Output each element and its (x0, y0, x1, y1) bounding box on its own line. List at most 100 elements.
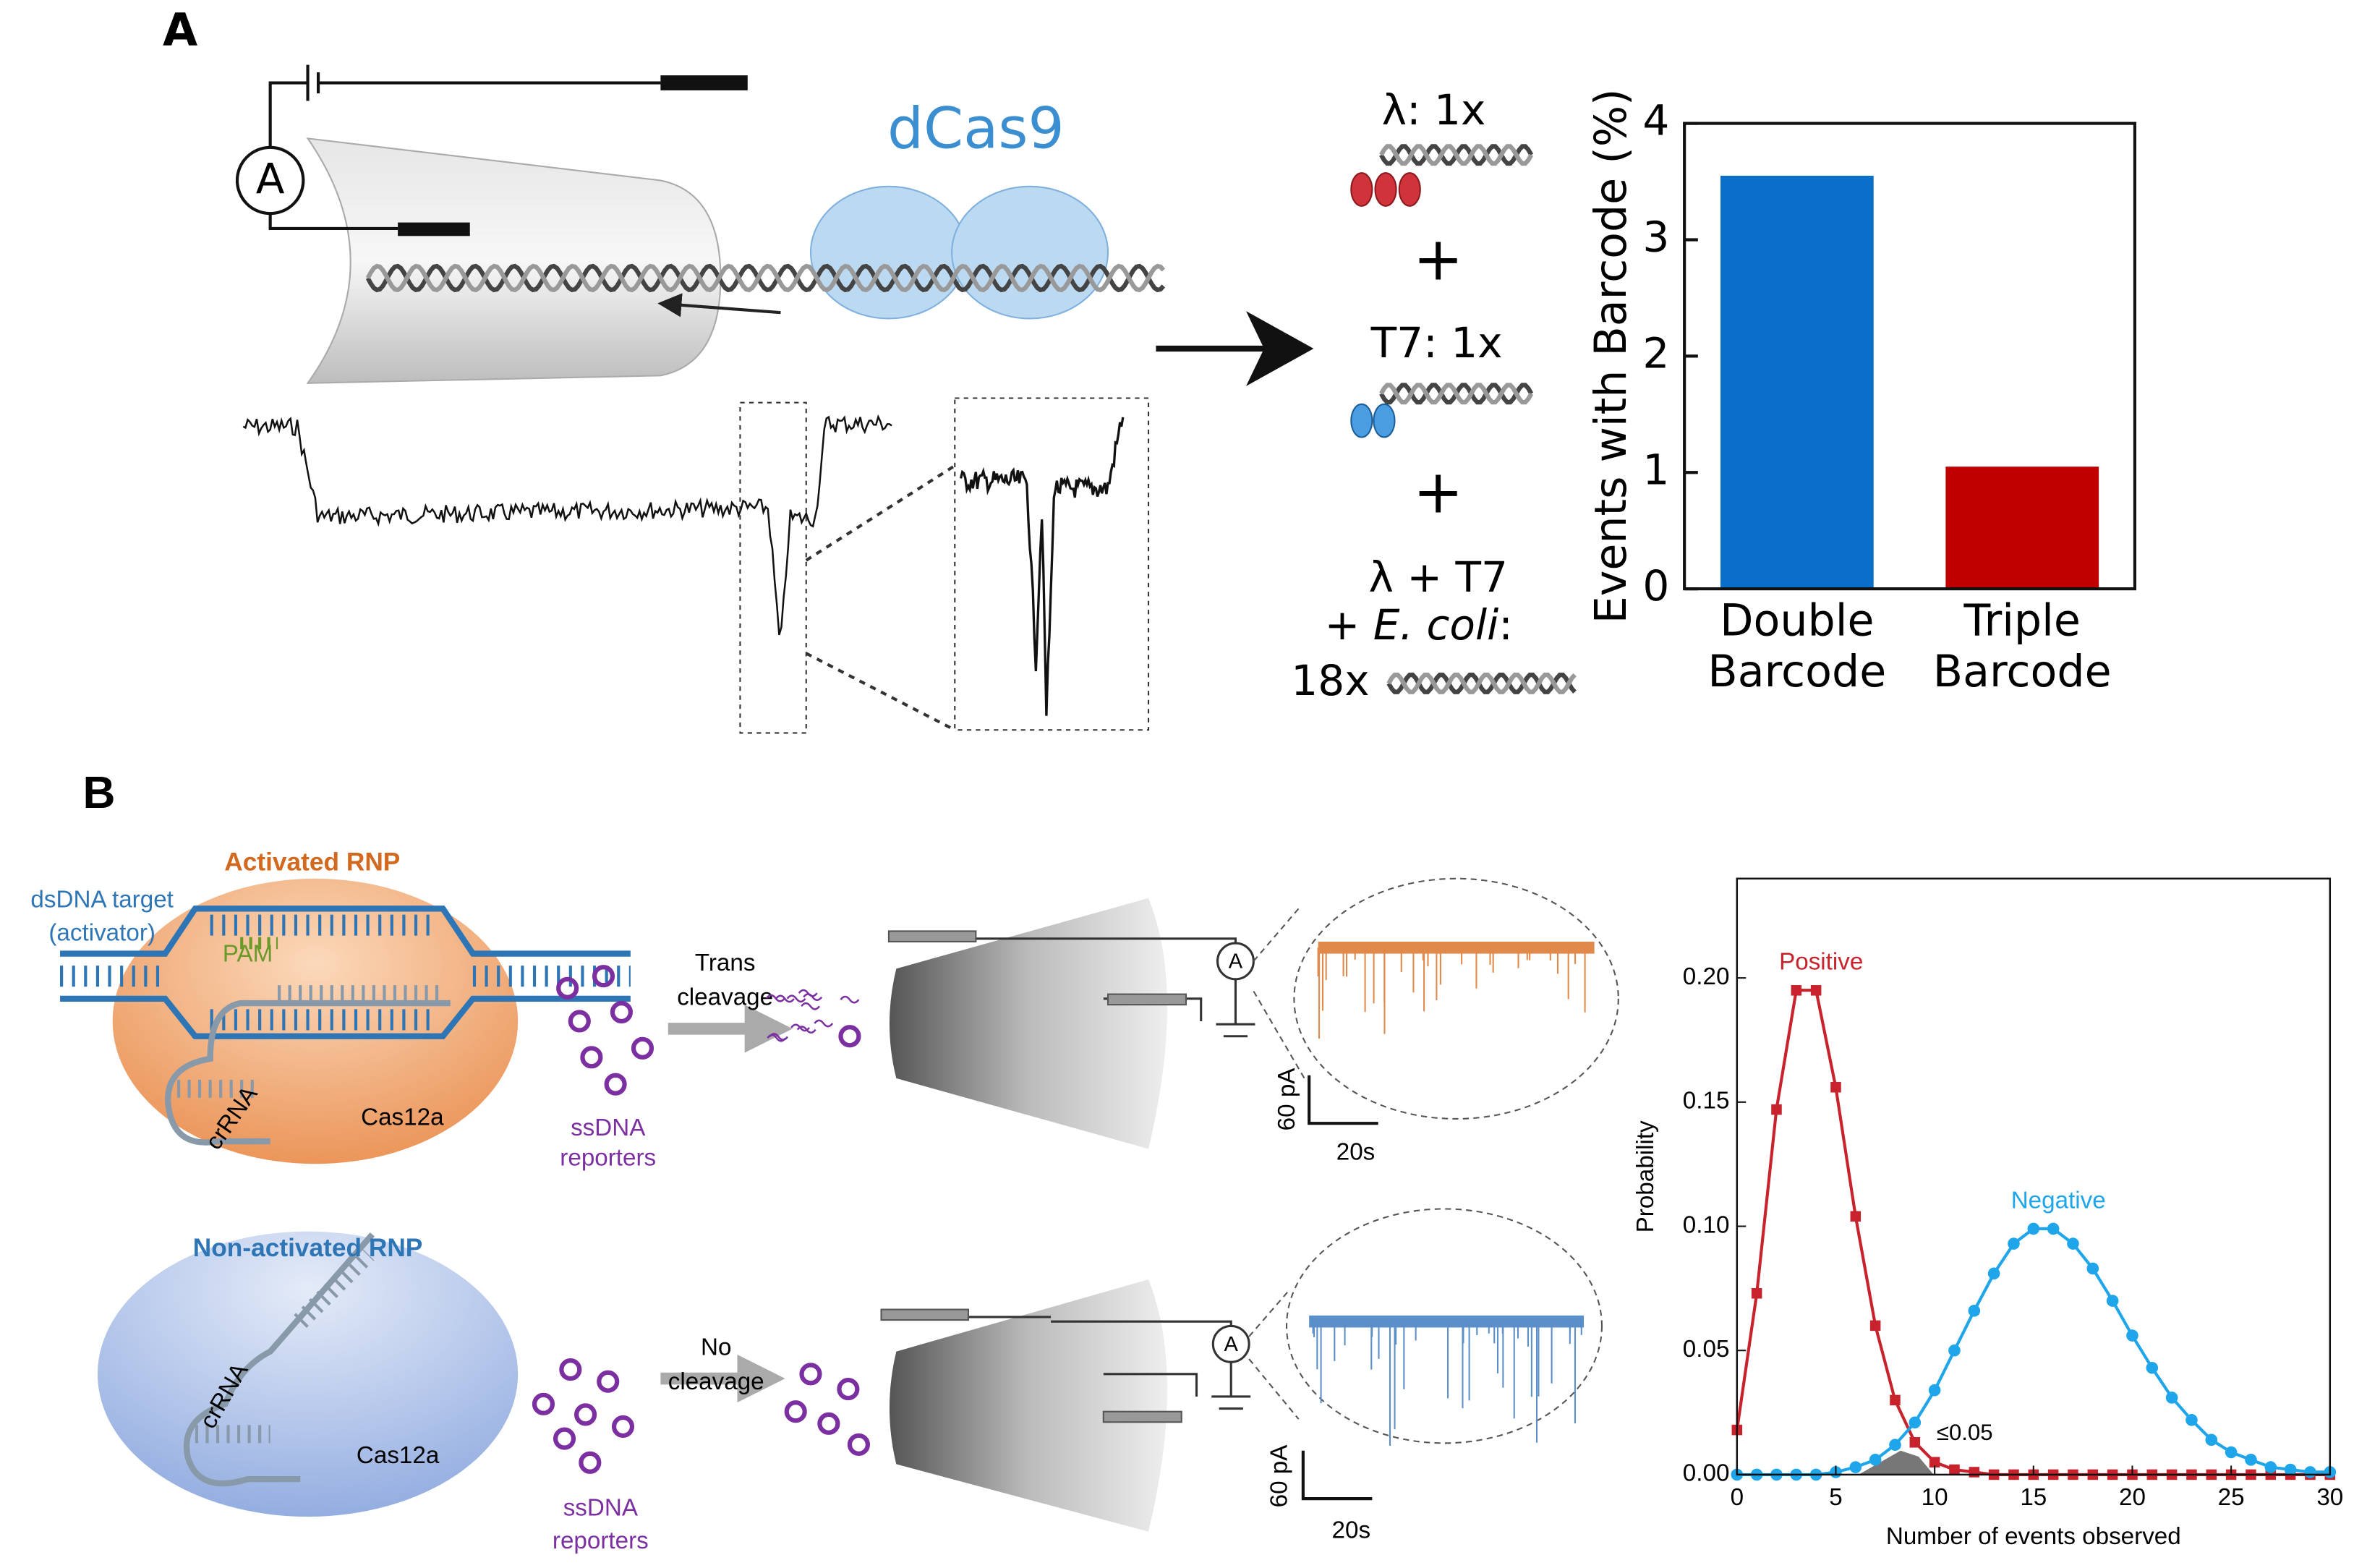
mix-label: + E. coli: (1325, 600, 1513, 649)
current-trace-zoom (959, 417, 1125, 716)
point (2205, 1433, 2218, 1446)
point (1869, 1454, 1882, 1466)
y-tick-label: 1 (1642, 445, 1669, 494)
point (2146, 1361, 2159, 1374)
rnp-title: Non-activated RNP (193, 1234, 423, 1262)
electrode (398, 222, 470, 237)
nanopore (306, 137, 722, 384)
point (1968, 1304, 1981, 1317)
electrode (880, 1308, 969, 1321)
rnp (97, 1231, 519, 1517)
barcode (1350, 403, 1373, 438)
barcode (1373, 403, 1396, 438)
point (1969, 1467, 1980, 1478)
process-label: Trans (695, 950, 756, 976)
text: : (1498, 600, 1513, 649)
target-label: (activator) (48, 919, 155, 946)
barcode (1350, 172, 1373, 207)
point (2086, 1262, 2099, 1275)
zoom-connector (805, 464, 956, 732)
scale-label: 60 pA (1274, 1068, 1300, 1131)
fragment (840, 995, 860, 1004)
dcas9-protein (809, 185, 968, 320)
electrode (887, 930, 977, 943)
ammeter (1211, 1324, 1250, 1363)
x-tick-label: 10 (1922, 1484, 1948, 1511)
point (2047, 1222, 2060, 1235)
battery (1211, 1395, 1251, 1410)
text: + (1325, 600, 1373, 649)
dna-strand (365, 263, 1166, 293)
point (2008, 1237, 2020, 1250)
ammeter-label: A (256, 155, 285, 204)
rnp (112, 878, 519, 1164)
mix-label: + (1413, 224, 1464, 294)
point (1771, 1104, 1782, 1115)
scale-label: 20s (1336, 1138, 1376, 1165)
fragment (814, 1019, 834, 1028)
cleaved-fragments (766, 989, 860, 1042)
y-tick-label: 0 (1642, 561, 1669, 610)
point (2027, 1222, 2040, 1235)
point (1909, 1437, 1921, 1448)
point (2067, 1237, 2079, 1250)
ammeter-label: A (1224, 1333, 1239, 1356)
overlap-area (1858, 1450, 1934, 1475)
crrna-rungs (176, 985, 443, 1098)
y-axis-label: Probability (1632, 1120, 1659, 1232)
zoom-connector (1253, 908, 1307, 1082)
point (1987, 1267, 2000, 1280)
y-tick-label: 0.05 (1683, 1336, 1730, 1363)
x-tick-label: 15 (2020, 1484, 2047, 1511)
mix-label: λ + T7 (1368, 553, 1508, 602)
electrode (660, 75, 748, 90)
current-trace (1309, 1315, 1585, 1446)
x-tick-label: Double Barcode (1707, 595, 1887, 697)
crrna-strand (165, 1000, 451, 1146)
point (2126, 1329, 2138, 1342)
scale-label: 60 pA (1266, 1444, 1293, 1508)
protein-label: dCas9 (887, 95, 1065, 162)
x-tick-label-box: Triple Barcode (1932, 595, 2112, 697)
zoom-connector (1248, 1290, 1300, 1420)
zoom-ellipse (1293, 877, 1619, 1120)
fragment (798, 989, 818, 997)
point (2264, 1461, 2277, 1473)
x-axis-label: Number of events observed (1886, 1523, 2181, 1550)
point (1849, 1461, 1862, 1473)
ammeter-label: A (1229, 950, 1243, 973)
annotation: ≤0.05 (1937, 1420, 1993, 1445)
x-tick-label: 30 (2316, 1484, 2343, 1511)
species: E. coli (1373, 600, 1498, 649)
series-label: Negative (2011, 1187, 2106, 1214)
rnp-title: Activated RNP (224, 848, 400, 876)
series-line (1736, 1227, 2330, 1476)
fragment (786, 994, 806, 1003)
process-label: cleavage (668, 1368, 764, 1395)
circuit (268, 81, 661, 230)
crrna-rungs (195, 1247, 375, 1444)
mix-label: + (1413, 456, 1464, 527)
point (1949, 1464, 1960, 1475)
reporter-label: reporters (560, 1145, 656, 1172)
x-tick-label: Triple Barcode (1932, 595, 2112, 697)
point (2225, 1446, 2238, 1459)
panel-label: B (83, 768, 116, 818)
panel-b: B Activated RNP dsDNA target (activator)… (30, 768, 1934, 1554)
current-trace (242, 414, 892, 636)
point (1889, 1439, 1901, 1452)
x-tick-label: 5 (1829, 1484, 1842, 1511)
x-tick-label-box: Double Barcode (1707, 595, 1887, 697)
mix-label: 18x (1291, 656, 1369, 705)
point (1850, 1211, 1862, 1222)
ammeter (235, 145, 305, 216)
x-tick-label: 25 (2218, 1484, 2245, 1511)
protein-label: Cas12a (361, 1104, 444, 1131)
panel-a: A A dCas9 λ: 1x + T7: 1x + λ + T7 + E. c… (163, 4, 1577, 734)
point (1928, 1384, 1941, 1397)
y-tick-label: 2 (1642, 328, 1669, 378)
point (1929, 1457, 1940, 1468)
electrode (1106, 993, 1187, 1006)
bar (1720, 176, 1874, 589)
dna-strand (1379, 144, 1534, 166)
